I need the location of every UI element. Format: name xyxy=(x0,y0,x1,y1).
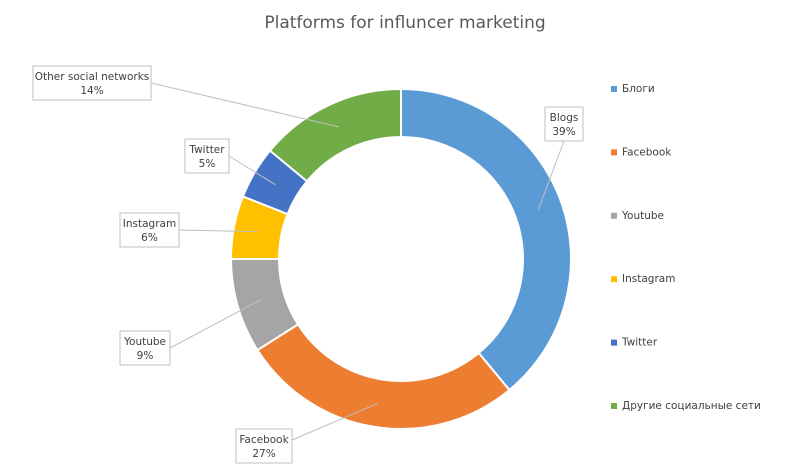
legend-item-youtube: Youtube xyxy=(611,210,664,222)
legend-item-instagram: Instagram xyxy=(611,273,675,285)
legend-swatch-twitter xyxy=(611,339,617,346)
callout-label-blogs: Blogs xyxy=(550,112,579,124)
legend-label-twitter: Twitter xyxy=(621,337,658,349)
callout-value-twitter: 5% xyxy=(199,158,216,170)
callout-value-blogs: 39% xyxy=(552,126,575,138)
legend-swatch-instagram xyxy=(611,276,617,283)
callout-other-social-networks: Other social networks 14% xyxy=(32,65,152,101)
callout-twitter: Twitter 5% xyxy=(184,138,230,174)
legend-item-twitter: Twitter xyxy=(611,337,658,349)
doughnut-slices xyxy=(229,87,572,430)
callout-label-instagram: Instagram xyxy=(123,218,176,230)
callout-label-facebook: Facebook xyxy=(239,434,289,446)
leader-instagram xyxy=(178,229,258,233)
legend-label-instagram: Instagram xyxy=(622,273,675,285)
legend-label-facebook: Facebook xyxy=(622,146,672,158)
leader-blogs xyxy=(537,140,565,210)
callout-value-instagram: 6% xyxy=(141,232,158,244)
legend-label-other-social-networks: Другие социальные сети xyxy=(622,400,761,412)
callout-facebook: Facebook 27% xyxy=(235,428,293,464)
legend-swatch-other-social-networks xyxy=(611,403,617,409)
legend-swatch-blogs xyxy=(611,86,617,92)
callout-leaders xyxy=(150,82,565,441)
callout-box-youtube xyxy=(119,330,171,366)
leader-other-social-networks xyxy=(150,82,339,128)
legend-swatch-youtube xyxy=(611,212,617,219)
callout-box-other-social-networks xyxy=(32,65,152,101)
callout-blogs: Blogs 39% xyxy=(544,106,584,142)
legend-item-facebook: Facebook xyxy=(611,146,672,158)
legend-swatch-facebook xyxy=(611,149,617,156)
legend-item-other-social-networks: Другие социальные сети xyxy=(611,400,761,412)
callout-label-twitter: Twitter xyxy=(188,144,225,156)
legend-label-youtube: Youtube xyxy=(621,210,664,222)
callout-value-facebook: 27% xyxy=(252,448,275,460)
chart-title: Platforms for influncer marketing xyxy=(264,13,545,33)
legend-label-blogs: Блоги xyxy=(622,83,655,95)
legend: Блоги Facebook Youtube Instagram Twitter Друг… xyxy=(611,83,761,412)
callout-box-blogs xyxy=(544,106,584,142)
callout-box-twitter xyxy=(184,138,230,174)
callout-label-other-social-networks: Other social networks xyxy=(35,71,150,83)
callout-instagram: Instagram 6% xyxy=(119,212,180,248)
slice-facebook xyxy=(256,322,511,430)
slice-other-social-networks xyxy=(268,87,402,183)
slice-blogs xyxy=(400,87,572,392)
callout-box-facebook xyxy=(235,428,293,464)
callout-value-youtube: 9% xyxy=(137,350,154,362)
callout-box-instagram xyxy=(119,212,180,248)
legend-item-blogs: Блоги xyxy=(611,83,655,95)
callout-youtube: Youtube 9% xyxy=(119,330,171,366)
callout-value-other-social-networks: 14% xyxy=(80,85,103,97)
leader-youtube xyxy=(169,299,262,349)
callout-label-youtube: Youtube xyxy=(123,336,166,348)
callout-labels: Blogs 39% Facebook 27% Youtube 9% Instagram 6% T… xyxy=(32,65,584,464)
leader-facebook xyxy=(291,402,379,441)
leader-twitter xyxy=(228,155,276,186)
